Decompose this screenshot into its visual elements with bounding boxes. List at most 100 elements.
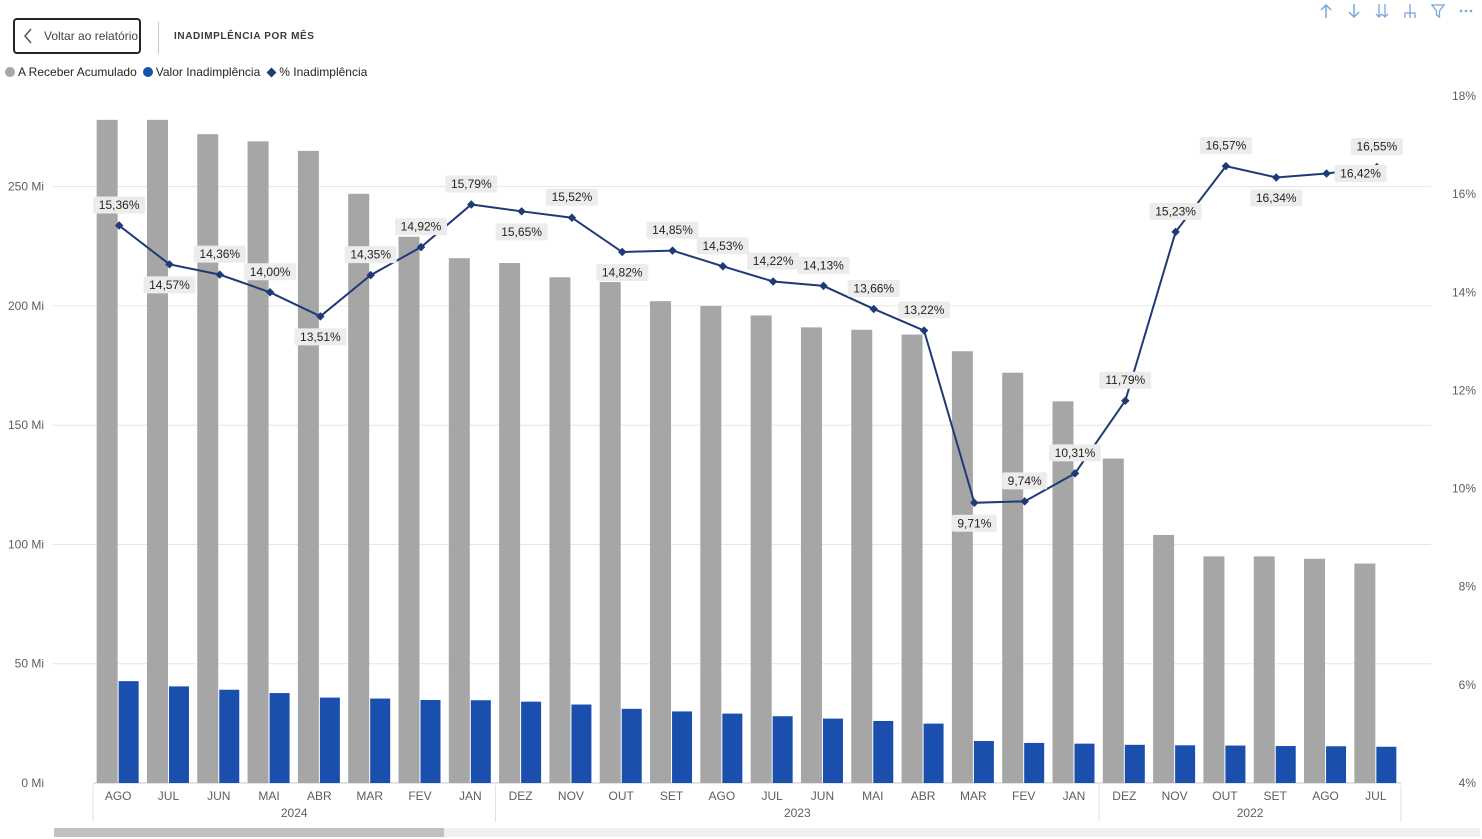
- bar-a-receber-acumulado: [297, 150, 319, 784]
- more-options-icon[interactable]: [1456, 1, 1476, 21]
- line-marker: [165, 260, 174, 269]
- y-left-tick-label: 200 Mi: [8, 299, 44, 313]
- data-label: 16,57%: [1206, 139, 1247, 153]
- x-tick-label: AGO: [709, 789, 736, 803]
- y-left-tick-label: 150 Mi: [8, 418, 44, 432]
- data-label-background: [445, 175, 498, 193]
- bar-valor-inadimplencia: [621, 708, 642, 783]
- y-left-tick-label: 100 Mi: [8, 537, 44, 551]
- x-tick-label: AGO: [105, 789, 132, 803]
- data-label-background: [1049, 444, 1101, 462]
- x-tick-label: JUN: [207, 789, 230, 803]
- bar-valor-inadimplencia: [722, 713, 743, 783]
- bar-valor-inadimplencia: [923, 723, 944, 783]
- bar-a-receber-acumulado: [1304, 558, 1326, 783]
- double-arrow-down-icon[interactable]: [1372, 1, 1392, 21]
- x-tick-label: ABR: [911, 789, 936, 803]
- line-marker: [819, 281, 828, 291]
- x-tick-label: SET: [1264, 789, 1288, 803]
- x-tick-label: JUL: [1365, 789, 1387, 803]
- line-marker: [1121, 396, 1130, 405]
- data-label: 9,71%: [957, 516, 991, 530]
- bar-a-receber-acumulado: [348, 193, 370, 784]
- y-right-tick-label: 6%: [1459, 678, 1477, 692]
- x-tick-label: JUL: [158, 789, 180, 803]
- data-label-background: [1099, 371, 1152, 389]
- bar-a-receber-acumulado: [96, 119, 118, 783]
- arrow-up-icon[interactable]: [1316, 1, 1336, 21]
- x-tick-label: DEZ: [509, 789, 533, 803]
- data-label-background: [1002, 472, 1048, 490]
- y-left-tick-label: 50 Mi: [15, 657, 44, 671]
- line-marker: [919, 326, 929, 335]
- bar-valor-inadimplencia: [1225, 745, 1246, 783]
- legend-item-valor-inadimplencia[interactable]: Valor Inadimplência: [142, 65, 261, 79]
- legend-item-a-receber[interactable]: A Receber Acumulado: [5, 65, 137, 79]
- x-tick-label: FEV: [1012, 789, 1035, 803]
- x-tick-label: JUL: [761, 789, 783, 803]
- legend-circle-icon: [142, 67, 153, 77]
- data-label: 10,31%: [1055, 446, 1096, 460]
- line-marker: [1070, 469, 1080, 478]
- data-label-background: [898, 301, 951, 319]
- horizontal-scrollbar-track[interactable]: [54, 828, 1480, 837]
- back-to-report-button[interactable]: Voltar ao relatório: [13, 18, 141, 54]
- data-label: 15,23%: [1155, 204, 1196, 218]
- y-right-tick-label: 18%: [1452, 89, 1476, 103]
- line-marker: [416, 242, 426, 252]
- x-tick-label: SET: [660, 789, 684, 803]
- data-label-background: [847, 279, 900, 297]
- bar-valor-inadimplencia: [772, 716, 793, 783]
- bar-a-receber-acumulado: [800, 327, 822, 783]
- line-marker: [1322, 169, 1331, 178]
- bar-valor-inadimplencia: [168, 686, 189, 783]
- data-label: 16,55%: [1356, 140, 1397, 154]
- data-label: 14,85%: [652, 223, 693, 237]
- bar-valor-inadimplencia: [521, 701, 542, 783]
- data-label-background: [1199, 137, 1252, 155]
- data-label: 14,82%: [602, 266, 643, 280]
- x-tick-label: MAI: [258, 789, 279, 803]
- x-tick-label: FEV: [408, 789, 431, 803]
- filter-icon[interactable]: [1428, 1, 1448, 21]
- bar-a-receber-acumulado: [1102, 458, 1124, 783]
- legend-label: Valor Inadimplência: [155, 65, 261, 79]
- bar-a-receber-acumulado: [650, 301, 672, 783]
- data-label: 16,34%: [1256, 191, 1297, 205]
- data-label-background: [747, 252, 800, 270]
- data-label-background: [344, 246, 397, 264]
- data-label-background: [93, 196, 146, 214]
- data-label-background: [193, 245, 246, 263]
- chevron-left-icon: [17, 28, 39, 44]
- legend-circle-icon: [5, 67, 15, 77]
- bar-a-receber-acumulado: [448, 258, 470, 783]
- y-right-tick-label: 14%: [1452, 285, 1476, 299]
- x-tick-label: ABR: [307, 789, 332, 803]
- visual-toolbar: [1316, 0, 1476, 22]
- bar-valor-inadimplencia: [370, 698, 391, 783]
- line-marker: [869, 304, 879, 314]
- y-right-tick-label: 16%: [1452, 187, 1476, 201]
- bar-valor-inadimplencia: [973, 741, 994, 783]
- expand-hierarchy-icon[interactable]: [1400, 1, 1420, 21]
- x-tick-label: AGO: [1312, 789, 1339, 803]
- data-label: 14,36%: [199, 247, 240, 261]
- line-marker: [215, 270, 225, 279]
- y-right-tick-label: 8%: [1459, 580, 1477, 594]
- x-tick-label: DEZ: [1112, 789, 1136, 803]
- bar-a-receber-acumulado: [700, 305, 722, 783]
- bar-valor-inadimplencia: [873, 720, 894, 783]
- line-marker: [768, 277, 778, 286]
- arrow-down-icon[interactable]: [1344, 1, 1364, 21]
- line-marker: [668, 246, 677, 255]
- horizontal-scrollbar-thumb[interactable]: [54, 828, 444, 837]
- data-label: 14,22%: [753, 254, 794, 268]
- y-left-tick-label: 0 Mi: [21, 776, 44, 790]
- bar-a-receber-acumulado: [1253, 556, 1275, 783]
- legend-item-percent-inadimplencia[interactable]: % Inadimplência: [266, 65, 367, 79]
- bar-a-receber-acumulado: [1354, 563, 1376, 783]
- year-group-label: 2022: [1237, 806, 1264, 820]
- line-marker: [114, 221, 124, 230]
- legend-label: A Receber Acumulado: [18, 65, 137, 79]
